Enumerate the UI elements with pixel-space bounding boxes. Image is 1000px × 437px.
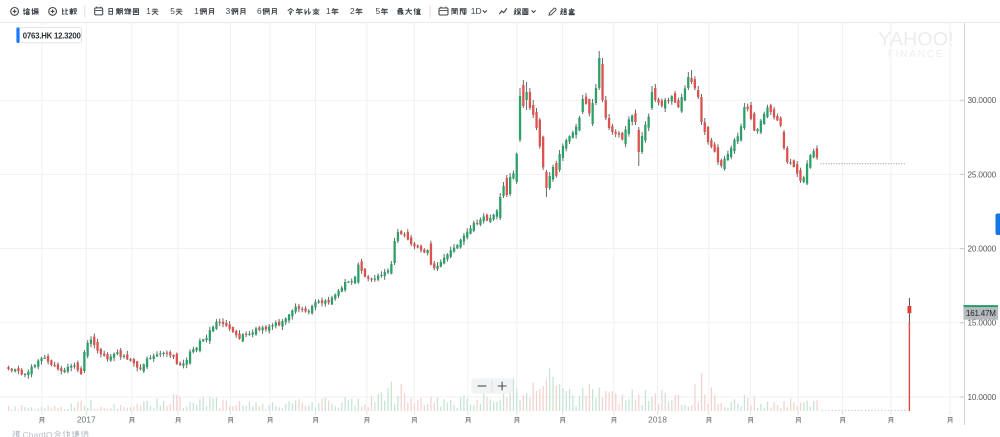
svg-text:25.0000: 25.0000: [968, 170, 997, 179]
svg-text:FINANCE: FINANCE: [888, 48, 945, 60]
svg-text:1D: 1D: [471, 6, 482, 16]
svg-text:YAHOO!: YAHOO!: [878, 29, 954, 51]
svg-text:30.0000: 30.0000: [968, 96, 997, 105]
svg-text:1: 1: [146, 6, 151, 16]
svg-text:20.0000: 20.0000: [968, 245, 997, 254]
svg-text:ChartIQ: ChartIQ: [23, 430, 53, 437]
svg-text:161.47M: 161.47M: [966, 309, 996, 318]
svg-text:2: 2: [350, 6, 355, 16]
svg-text:5: 5: [170, 6, 175, 16]
svg-text:1: 1: [194, 6, 199, 16]
svg-text:10.0000: 10.0000: [968, 393, 997, 402]
svg-text:5: 5: [376, 6, 381, 16]
svg-text:2018: 2018: [648, 415, 667, 425]
svg-text:0763.HK 12.3200: 0763.HK 12.3200: [23, 31, 82, 40]
svg-text:2017: 2017: [77, 415, 96, 425]
svg-text:6: 6: [257, 6, 262, 16]
svg-text:15.0000: 15.0000: [968, 319, 997, 328]
svg-text:1: 1: [326, 6, 331, 16]
svg-text:3: 3: [226, 6, 231, 16]
